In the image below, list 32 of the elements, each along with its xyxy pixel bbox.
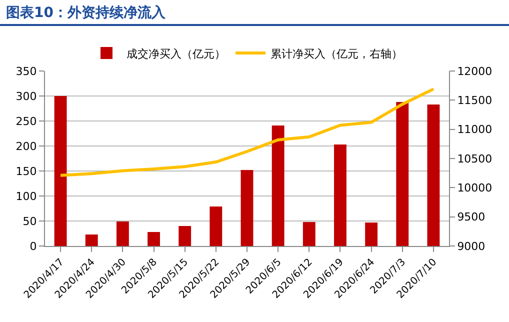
y2-tick-label: 11500 (457, 94, 492, 108)
y-tick-label: 50 (22, 214, 37, 228)
y2-tick-label: 10500 (457, 152, 492, 166)
bar (116, 222, 129, 246)
y-tick-label: 100 (16, 190, 37, 203)
y-tick-label: 250 (16, 114, 37, 128)
bar (427, 104, 440, 246)
y2-tick-label: 12000 (457, 64, 492, 78)
chart-title: 图表10：外资持续净流入 (0, 0, 509, 26)
legend-label: 累计净买入（亿元，右轴） (270, 47, 402, 60)
bar (365, 222, 378, 246)
bar (334, 144, 346, 246)
y2-tick-label: 11000 (457, 123, 492, 136)
y-tick-label: 200 (16, 140, 37, 153)
bar (85, 234, 98, 246)
y2-tick-label: 9500 (457, 210, 486, 224)
bar (302, 222, 316, 246)
y2-tick-label: 10000 (457, 182, 492, 195)
y-tick-label: 0 (30, 240, 37, 253)
y-tick-label: 300 (16, 90, 37, 103)
legend-label: 成交净买入（亿元） (126, 47, 226, 60)
bar (148, 232, 160, 246)
bar (54, 96, 67, 246)
y-tick-label: 150 (16, 164, 37, 178)
bar (178, 226, 192, 246)
bar (240, 170, 254, 246)
y2-tick-label: 9000 (457, 240, 486, 253)
line-series (59, 88, 435, 177)
bar (396, 102, 409, 246)
bar (210, 206, 222, 246)
y-tick-label: 350 (16, 64, 37, 78)
bar (272, 126, 284, 246)
